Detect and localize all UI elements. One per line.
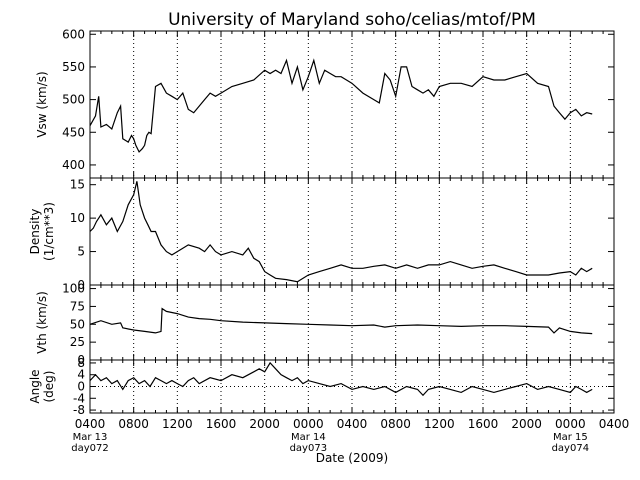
x-date-label: Mar 14 [291,432,326,443]
y-tick-label: 50 [70,317,85,331]
series-line-vth [89,307,593,335]
y-tick-label: 0 [77,353,85,367]
x-tick-label: 1600 [206,417,237,431]
y-axis-label: Vsw (km/s) [35,71,49,137]
y-tick-label: 450 [62,125,85,139]
x-day-label: day073 [290,443,327,454]
y-axis-label: Density [28,209,42,255]
x-tick-label: 0400 [599,417,630,431]
x-axis-label: Date (2009) [316,451,388,465]
series-line-angle [89,361,593,397]
x-tick-label: 2000 [249,417,280,431]
y-tick-label: 600 [62,27,85,41]
y-tick-label: 15 [70,178,85,192]
y-tick-label: 400 [62,158,85,172]
y-axis-label: Angle [28,369,42,403]
y-tick-label: 4 [77,368,85,382]
x-tick-label: 1200 [424,417,455,431]
y-tick-label: 0 [77,278,85,292]
series-line-vsw [89,58,593,153]
y-tick-label: 10 [70,211,85,225]
y-tick-label: 5 [77,245,85,259]
panel-frame [89,284,615,361]
x-tick-label: 2000 [511,417,542,431]
y-tick-label: -8 [73,403,85,417]
y-tick-label: 0 [77,380,85,394]
x-day-label: day074 [552,443,589,454]
x-tick-label: 0000 [293,417,324,431]
x-date-label: Mar 13 [73,432,108,443]
x-day-label: day072 [71,443,108,454]
x-tick-label: 0400 [337,417,368,431]
x-tick-label: 1600 [468,417,499,431]
x-tick-label: 1200 [162,417,193,431]
x-tick-label: 0800 [380,417,411,431]
y-tick-label: 500 [62,93,85,107]
y-axis-label: (deg) [42,371,56,403]
y-tick-label: 75 [70,299,85,313]
y-tick-label: -4 [73,391,85,405]
x-tick-label: 0400 [75,417,106,431]
y-tick-label: 100 [62,282,85,296]
y-axis-label: Vth (km/s) [35,291,49,354]
panel-vth: 0 25 50 75 100 Vth (km/s) [35,282,615,367]
x-date-label: Mar 15 [553,432,588,443]
chart-title: University of Maryland soho/celias/mtof/… [168,10,536,30]
x-tick-label: 0800 [118,417,149,431]
y-axis-label: (1/cm**3) [42,202,56,261]
x-tick-label: 0000 [555,417,586,431]
y-tick-label: 25 [70,335,85,349]
y-tick-label: 550 [62,60,85,74]
y-tick-label: 8 [77,356,85,370]
series-line-density [89,181,593,283]
panel-density: 0 5 10 15 Density (1/cm**3) [28,177,615,292]
